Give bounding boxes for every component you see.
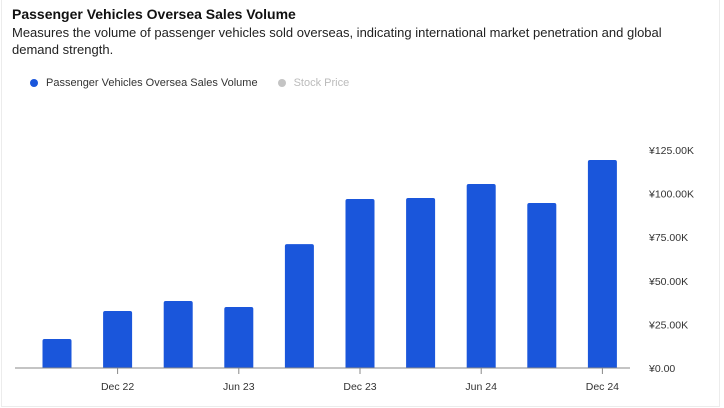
chart-title: Passenger Vehicles Oversea Sales Volume [12, 6, 296, 22]
bar-sep-23[interactable] [284, 244, 314, 368]
y-tick-label: ¥50.00K [648, 276, 688, 288]
bar-dec-22[interactable] [103, 310, 133, 368]
x-tick-label: Dec 23 [343, 381, 376, 393]
y-tick-label: ¥0.00 [648, 363, 675, 375]
legend-item-sales[interactable]: Passenger Vehicles Oversea Sales Volume [30, 77, 258, 89]
bar-mar-24[interactable] [406, 197, 436, 368]
legend-dot-icon [30, 79, 38, 87]
bar-sep-24[interactable] [527, 203, 557, 368]
bar-jun-24[interactable] [466, 184, 496, 368]
bar-dec-23[interactable] [345, 199, 375, 368]
y-tick-label: ¥100.00K [648, 189, 694, 201]
x-tick-label: Dec 22 [101, 381, 134, 393]
x-tick-label: Dec 24 [586, 381, 619, 393]
legend-label: Stock Price [293, 77, 350, 89]
legend-item-stock-price[interactable]: Stock Price [277, 77, 350, 89]
bar-mar-23[interactable] [163, 301, 193, 368]
legend-label: Passenger Vehicles Oversea Sales Volume [46, 77, 258, 89]
x-tick-label: Jun 24 [465, 381, 497, 393]
y-tick-label: ¥75.00K [648, 232, 688, 244]
x-tick-label: Jun 23 [223, 381, 255, 393]
bar-jun-23[interactable] [224, 306, 254, 368]
y-tick-label: ¥25.00K [648, 319, 688, 331]
bar-dec-24[interactable] [587, 159, 617, 368]
legend: Passenger Vehicles Oversea Sales Volume … [30, 77, 369, 89]
bar-sep-22[interactable] [42, 339, 72, 368]
chart-description: Measures the volume of passenger vehicle… [12, 25, 662, 57]
legend-dot-icon [277, 79, 286, 87]
y-tick-label: ¥125.00K [648, 145, 694, 157]
